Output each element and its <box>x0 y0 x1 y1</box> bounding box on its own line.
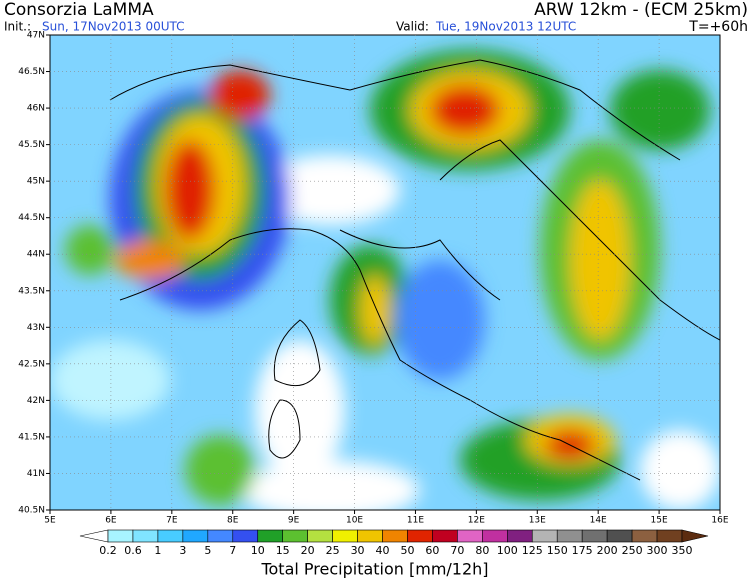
colorbar-over <box>681 529 709 543</box>
valid-label: Valid: <box>396 20 429 34</box>
init-label: Init.: <box>4 20 31 34</box>
colorbar-label: 250 <box>622 544 643 557</box>
colorbar-box <box>581 529 608 543</box>
title: Consorzia LaMMA <box>4 0 154 20</box>
colorbar-label: 300 <box>647 544 668 557</box>
init-time: Sun, 17Nov2013 00UTC <box>42 20 185 34</box>
colorbar-label: 5 <box>204 544 211 557</box>
colorbar-box <box>656 529 683 543</box>
colorbar-box <box>357 529 383 543</box>
lat-label: 41N <box>27 469 45 479</box>
lat-label: 42.5N <box>18 359 45 369</box>
lat-label: 41.5N <box>18 432 45 442</box>
colorbar-box <box>132 529 159 543</box>
colorbar-box <box>157 529 184 543</box>
lon-label: 16E <box>711 516 728 526</box>
lat-label: 47N <box>27 31 45 41</box>
colorbar-label: 60 <box>425 544 439 557</box>
lon-label: 9E <box>288 516 300 526</box>
lon-label: 10E <box>346 516 363 526</box>
colorbar-box <box>382 529 408 543</box>
valid-time: Tue, 19Nov2013 12UTC <box>435 20 576 34</box>
colorbar-label: 10 <box>251 544 265 557</box>
lon-label: 8E <box>227 516 239 526</box>
borders <box>109 59 681 301</box>
colorbar-box <box>631 529 658 543</box>
lat-label: 40.5N <box>18 506 45 516</box>
precip-field <box>50 35 720 510</box>
colorbar-box <box>307 529 333 543</box>
lat-label: 44.5N <box>18 213 45 223</box>
lon-label: 12E <box>468 516 485 526</box>
colorbar-label: 3 <box>179 544 186 557</box>
lat-label: 42N <box>27 396 45 406</box>
colorbar-box <box>232 529 259 543</box>
colorbar-label: 20 <box>301 544 315 557</box>
colorbar-label: 15 <box>276 544 290 557</box>
lat-label: 45.5N <box>18 140 45 150</box>
lead-time: T=+60h <box>688 19 748 35</box>
colorbar-box <box>332 529 358 543</box>
colorbar-box <box>432 529 458 543</box>
colorbar-box <box>606 529 633 543</box>
lon-label: 7E <box>166 516 178 526</box>
colorbar-box <box>457 529 483 543</box>
coastline <box>119 139 720 481</box>
colorbar-label: 50 <box>400 544 414 557</box>
lon-label: 5E <box>44 516 56 526</box>
colorbar-label: 175 <box>572 544 593 557</box>
colorbar-label: 0.6 <box>124 544 142 557</box>
colorbar-under <box>79 529 109 543</box>
map-frame <box>49 34 721 511</box>
colorbar-box <box>257 529 283 543</box>
colorbar-box <box>531 529 558 543</box>
colorbar-label: 25 <box>326 544 340 557</box>
colorbar-box <box>107 529 134 543</box>
lat-label: 46N <box>27 104 45 114</box>
colorbar-label: 200 <box>597 544 618 557</box>
colorbar-box <box>282 529 308 543</box>
lat-label: 43.5N <box>18 286 45 296</box>
lat-label: 44N <box>27 250 45 260</box>
colorbar-box <box>182 529 209 543</box>
lat-label: 45N <box>27 177 45 187</box>
colorbar-label: 70 <box>450 544 464 557</box>
colorbar-title: Total Precipitation [mm/12h] <box>260 560 488 579</box>
colorbar-label: 40 <box>376 544 390 557</box>
colorbar-label: 125 <box>522 544 543 557</box>
lon-label: 11E <box>407 516 424 526</box>
colorbar-label: 7 <box>229 544 236 557</box>
colorbar-label: 0.2 <box>99 544 117 557</box>
lon-label: 14E <box>590 516 607 526</box>
lon-label: 13E <box>529 516 546 526</box>
lat-label: 46.5N <box>18 67 45 77</box>
colorbar-box <box>207 529 234 543</box>
colorbar-box <box>556 529 583 543</box>
colorbar-box <box>507 529 533 543</box>
lon-label: 6E <box>105 516 117 526</box>
lon-label: 15E <box>651 516 668 526</box>
colorbar-label: 100 <box>497 544 518 557</box>
colorbar-label: 80 <box>475 544 489 557</box>
lat-label: 43N <box>27 323 45 333</box>
model: ARW 12km - (ECM 25km) <box>534 0 748 20</box>
colorbar-label: 150 <box>547 544 568 557</box>
colorbar-label: 1 <box>154 544 161 557</box>
colorbar-box <box>482 529 508 543</box>
colorbar-label: 30 <box>351 544 365 557</box>
colorbar-box <box>407 529 433 543</box>
colorbar-label: 350 <box>672 544 693 557</box>
